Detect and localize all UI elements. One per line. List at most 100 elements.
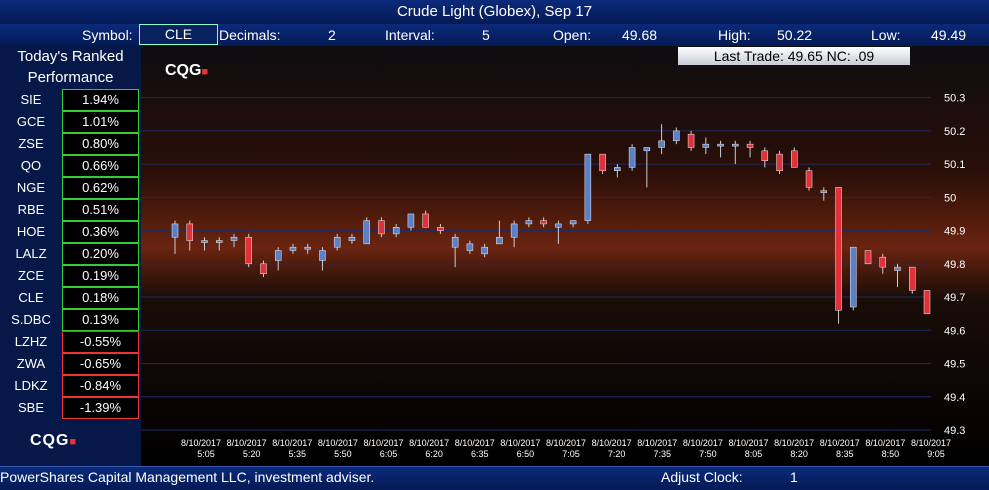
ranked-row[interactable]: CLE 0.18% [0, 287, 141, 309]
y-tick-label: 50 [944, 192, 956, 204]
x-tick-time: 5:50 [334, 449, 352, 459]
ranked-row[interactable]: LDKZ -0.84% [0, 375, 141, 397]
ranked-row[interactable]: S.DBC 0.13% [0, 309, 141, 331]
ranked-symbol: ZWA [16, 356, 46, 371]
candle-body [496, 236, 503, 245]
x-tick-time: 8:20 [790, 449, 808, 459]
x-tick-date: 8/10/2017 [181, 438, 221, 448]
x-tick-date: 8/10/2017 [500, 438, 540, 448]
ranked-symbol: ZSE [18, 136, 44, 151]
y-tick-label: 49.9 [944, 226, 965, 238]
candle-body [525, 220, 533, 225]
ranked-percent: 0.13% [62, 309, 139, 331]
x-tick-time: 7:35 [653, 449, 671, 459]
ranked-performance-panel: Today's Ranked Performance SIE 1.94% GCE 1.… [0, 46, 141, 466]
disclaimer: PowerShares Capital Management LLC, inve… [0, 469, 375, 485]
x-tick-time: 7:05 [562, 449, 580, 459]
bottom-bar: PowerShares Capital Management LLC, inve… [0, 466, 989, 490]
candle-body [923, 290, 931, 314]
decimals-value[interactable]: 2 [328, 27, 336, 43]
ranked-row[interactable]: NGE 0.62% [0, 177, 141, 199]
ranked-row[interactable]: ZCE 0.19% [0, 265, 141, 287]
cqg-logo: CQG■ [30, 432, 78, 449]
candle-body [319, 250, 326, 261]
low-label: Low: [871, 27, 901, 43]
candle-body [805, 170, 813, 188]
ranked-row[interactable]: RBE 0.51% [0, 199, 141, 221]
x-tick-date: 8/10/2017 [272, 438, 312, 448]
chart-title: Crude Light (Globex), Sep 17 [396, 3, 593, 20]
y-tick-label: 49.6 [944, 325, 965, 337]
candle-body [451, 236, 459, 248]
candle-body [215, 240, 223, 243]
ranked-symbol: LZHZ [14, 334, 48, 349]
y-tick-label: 49.7 [944, 292, 965, 304]
symbol-input[interactable]: CLE [139, 24, 218, 45]
candle-body [230, 236, 238, 241]
x-tick-time: 6:35 [471, 449, 489, 459]
candle-body [555, 223, 562, 228]
low-value: 49.49 [931, 27, 967, 43]
x-tick-time: 9:05 [927, 449, 945, 459]
candle-body [820, 190, 828, 193]
x-tick-date: 8/10/2017 [592, 438, 632, 448]
ranked-row[interactable]: GCE 1.01% [0, 111, 141, 133]
chart-cqg-logo: CQG■ [165, 62, 209, 79]
x-tick-date: 8/10/2017 [546, 438, 586, 448]
ranked-row[interactable]: QO 0.66% [0, 155, 141, 177]
candle-body [289, 246, 297, 251]
ranked-row[interactable]: ZWA -0.65% [0, 353, 141, 375]
ranked-percent: -0.65% [62, 353, 139, 375]
ranked-row[interactable]: SBE -1.39% [0, 397, 141, 419]
ranked-percent: 1.01% [62, 111, 139, 133]
candlestick-plot: 50.3 50.2 50.1 50 49.9 49.8 49.7 49.6 49.5 49.4 49… [141, 93, 965, 459]
ranked-row[interactable]: HOE 0.36% [0, 221, 141, 243]
candle-body [481, 246, 488, 255]
candle-body [392, 226, 400, 235]
candle-body [274, 250, 282, 261]
adjust-clock-value[interactable]: 1 [790, 469, 798, 485]
ranked-symbol: LDKZ [14, 378, 48, 393]
candle-body [437, 226, 444, 231]
ranked-percent: 0.36% [62, 221, 139, 243]
candle-body [879, 256, 887, 268]
candle-body [378, 220, 385, 235]
candle-body [466, 243, 474, 251]
x-tick-date: 8/10/2017 [363, 438, 403, 448]
candle-body [791, 150, 798, 168]
ranked-percent: -0.55% [62, 331, 139, 353]
high-value: 50.22 [777, 27, 813, 43]
ranked-row[interactable]: LZHZ -0.55% [0, 331, 141, 353]
candle-body [687, 133, 695, 148]
title-bar: Crude Light (Globex), Sep 17 [0, 0, 989, 25]
ranked-row[interactable]: LALZ 0.20% [0, 243, 141, 265]
ranked-percent: 0.18% [62, 287, 139, 309]
interval-value[interactable]: 5 [482, 27, 490, 43]
x-tick-time: 8:50 [882, 449, 900, 459]
symbol-label: Symbol: [82, 27, 133, 43]
x-tick-time: 5:05 [197, 449, 215, 459]
x-tick-date: 8/10/2017 [227, 438, 267, 448]
candle-body [658, 140, 665, 148]
ranked-percent: 0.51% [62, 199, 139, 221]
x-tick-date: 8/10/2017 [820, 438, 860, 448]
ranked-row[interactable]: ZSE 0.80% [0, 133, 141, 155]
x-tick-time: 8:35 [836, 449, 854, 459]
candle-body [422, 213, 429, 228]
candle-body [643, 147, 651, 152]
candle-body [599, 153, 606, 171]
ranked-percent: 0.80% [62, 133, 139, 155]
ranked-row[interactable]: SIE 1.94% [0, 89, 141, 111]
candle-body [732, 143, 739, 147]
price-chart[interactable]: CQG■ Last Trade: 49.65 NC: .09 50.3 50.2 5… [141, 46, 989, 466]
ranked-symbol: ZCE [18, 268, 44, 283]
y-tick-label: 50.1 [944, 159, 965, 171]
x-tick-date: 8/10/2017 [455, 438, 495, 448]
candle-body [201, 240, 208, 243]
ranked-percent: 0.19% [62, 265, 139, 287]
ranked-symbol: QO [20, 158, 42, 173]
y-tick-label: 49.8 [944, 259, 965, 271]
ranked-symbol: CLE [18, 290, 44, 305]
ranked-symbol: LALZ [15, 246, 47, 261]
open-value: 49.68 [622, 27, 658, 43]
